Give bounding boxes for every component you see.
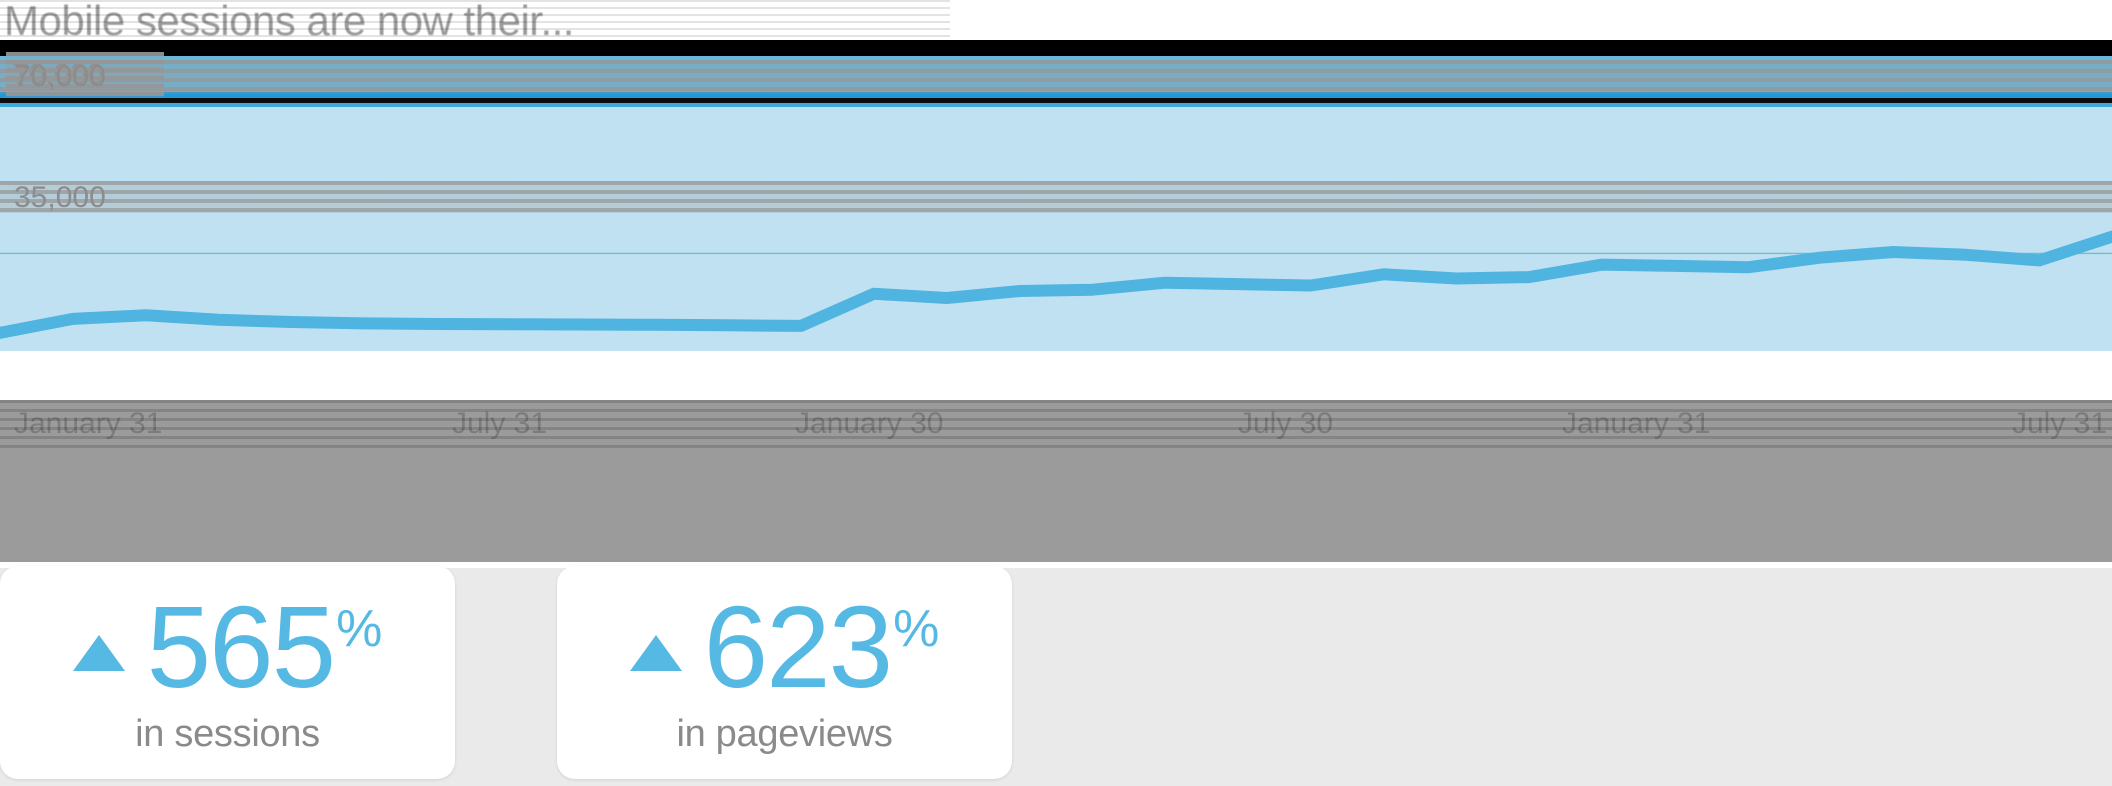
x-axis-tick-2: January 30 bbox=[795, 407, 944, 440]
stat-card-pageviews[interactable]: 623 % in pageviews bbox=[557, 566, 1012, 779]
page-title-band: Mobile sessions are now their... bbox=[0, 0, 950, 44]
chart-stripe-3 bbox=[0, 103, 2112, 107]
stat-card-pageviews-percent-sign: % bbox=[893, 600, 940, 658]
chart-stripe-1 bbox=[0, 92, 2112, 98]
x-axis-tick-0: January 31 bbox=[14, 407, 163, 440]
page-title: Mobile sessions are now their... bbox=[4, 0, 574, 44]
x-axis: January 31 July 31 January 30 July 30 Ja… bbox=[0, 400, 2112, 448]
x-axis-tick-1: July 31 bbox=[452, 407, 548, 440]
stat-cards: 565 % in sessions 623 % in pageviews bbox=[0, 566, 1012, 779]
chart-stripe-2 bbox=[0, 98, 2112, 103]
chart-footer-band bbox=[0, 448, 2112, 562]
y-axis-label-top: 70,000 bbox=[14, 60, 106, 93]
triangle-up-icon bbox=[72, 635, 125, 671]
chart-series-line bbox=[0, 230, 2112, 339]
title-divider-bar bbox=[0, 40, 2112, 56]
triangle-up-icon bbox=[629, 635, 682, 671]
x-axis-tick-5: July 31 bbox=[2012, 407, 2108, 440]
stat-card-sessions-percent-sign: % bbox=[336, 600, 383, 658]
y-label-redaction-band-mid bbox=[0, 181, 2112, 213]
x-axis-tick-3: July 30 bbox=[1238, 407, 1334, 440]
y-label-redaction-band-top bbox=[0, 60, 2112, 94]
sessions-chart: 70,000 35,000 70,000 bbox=[0, 52, 2112, 400]
x-axis-redaction-overlay bbox=[0, 400, 2112, 448]
stat-card-sessions-label: in sessions bbox=[135, 713, 320, 755]
chart-svg bbox=[0, 230, 2112, 339]
stat-card-pageviews-number: 623 bbox=[703, 582, 894, 712]
stat-card-sessions[interactable]: 565 % in sessions bbox=[0, 566, 455, 779]
stat-card-sessions-value-row: 565 % bbox=[72, 582, 383, 712]
x-axis-tick-4: January 31 bbox=[1562, 407, 1711, 440]
stat-card-pageviews-label: in pageviews bbox=[676, 713, 893, 755]
stat-card-pageviews-value-row: 623 % bbox=[629, 582, 940, 712]
chart-plot-area: 35,000 bbox=[0, 107, 2112, 351]
y-axis-label-mid: 35,000 bbox=[14, 181, 106, 214]
stat-card-sessions-number: 565 bbox=[146, 582, 337, 712]
